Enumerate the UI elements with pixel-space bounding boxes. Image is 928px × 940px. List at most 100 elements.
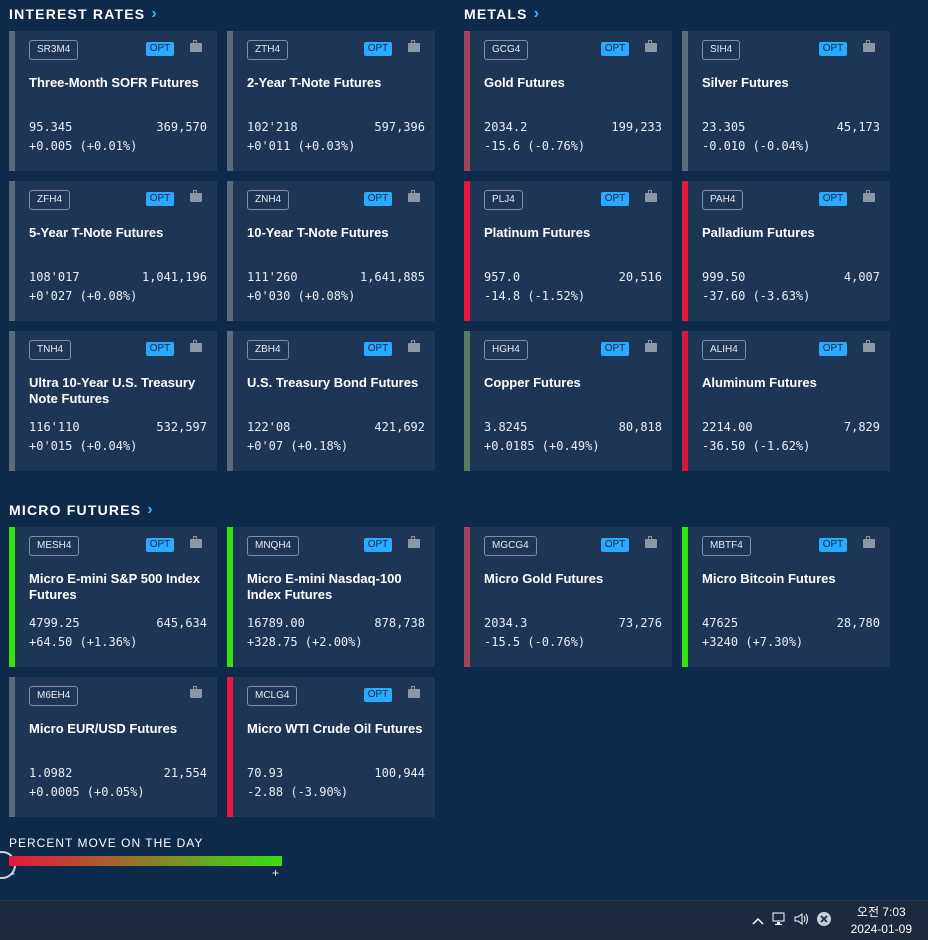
options-button[interactable]: OPT — [146, 42, 174, 56]
contract-name[interactable]: Palladium Futures — [702, 225, 815, 240]
futures-tile-mgcg4[interactable]: MGCG4 OPT Micro Gold Futures 2034.3 73,276 -1… — [464, 527, 672, 667]
briefcase-icon[interactable] — [190, 40, 202, 52]
symbol-badge[interactable]: PAH4 — [702, 190, 744, 210]
speaker-icon[interactable] — [794, 912, 810, 929]
chevron-up-icon[interactable] — [750, 913, 766, 928]
briefcase-icon[interactable] — [408, 40, 420, 52]
briefcase-icon[interactable] — [190, 190, 202, 202]
options-button[interactable]: OPT — [819, 42, 847, 56]
volume: 73,276 — [618, 616, 662, 630]
symbol-badge[interactable]: MBTF4 — [702, 536, 751, 556]
options-button[interactable]: OPT — [364, 42, 392, 56]
futures-tile-sih4[interactable]: SIH4 OPT Silver Futures 23.305 45,173 -0.010 … — [682, 31, 890, 171]
symbol-badge[interactable]: M6EH4 — [29, 686, 79, 706]
contract-name[interactable]: Micro WTI Crude Oil Futures — [247, 721, 423, 736]
options-button[interactable]: OPT — [146, 538, 174, 552]
options-button[interactable]: OPT — [364, 688, 392, 702]
contract-name[interactable]: 10-Year T-Note Futures — [247, 225, 389, 240]
futures-tile-znh4[interactable]: ZNH4 OPT 10-Year T-Note Futures 111'260 1,64… — [227, 181, 435, 321]
options-button[interactable]: OPT — [819, 538, 847, 552]
contract-name[interactable]: Three-Month SOFR Futures — [29, 75, 199, 90]
futures-tile-zbh4[interactable]: ZBH4 OPT U.S. Treasury Bond Futures 122'08 4… — [227, 331, 435, 471]
symbol-badge[interactable]: SIH4 — [702, 40, 741, 60]
futures-tile-zth4[interactable]: ZTH4 OPT 2-Year T-Note Futures 102'218 597,3… — [227, 31, 435, 171]
briefcase-icon[interactable] — [408, 536, 420, 548]
options-button[interactable]: OPT — [601, 538, 629, 552]
briefcase-icon[interactable] — [190, 686, 202, 698]
symbol-badge[interactable]: ZBH4 — [247, 340, 289, 360]
briefcase-icon[interactable] — [408, 190, 420, 202]
symbol-badge[interactable]: SR3M4 — [29, 40, 79, 60]
briefcase-icon[interactable] — [863, 190, 875, 202]
contract-name[interactable]: Aluminum Futures — [702, 375, 817, 390]
close-circle-icon[interactable] — [816, 911, 832, 930]
symbol-badge[interactable]: MGCG4 — [484, 536, 537, 556]
briefcase-icon[interactable] — [645, 40, 657, 52]
symbol-badge[interactable]: ALIH4 — [702, 340, 746, 360]
futures-tile-mclg4[interactable]: MCLG4 OPT Micro WTI Crude Oil Futures 70.93… — [227, 677, 435, 817]
briefcase-icon[interactable] — [645, 536, 657, 548]
options-button[interactable]: OPT — [601, 342, 629, 356]
symbol-badge[interactable]: PLJ4 — [484, 190, 523, 210]
contract-name[interactable]: Micro E-mini Nasdaq-100 Index Futures — [247, 571, 402, 602]
futures-tile-zfh4[interactable]: ZFH4 OPT 5-Year T-Note Futures 108'017 1,041… — [9, 181, 217, 321]
contract-name[interactable]: Silver Futures — [702, 75, 789, 90]
futures-tile-tnh4[interactable]: TNH4 OPT Ultra 10-Year U.S. Treasury Note … — [9, 331, 217, 471]
contract-name[interactable]: U.S. Treasury Bond Futures — [247, 375, 419, 390]
briefcase-icon[interactable] — [645, 340, 657, 352]
futures-tile-hgh4[interactable]: HGH4 OPT Copper Futures 3.8245 80,818 +0.0185… — [464, 331, 672, 471]
contract-name[interactable]: 2-Year T-Note Futures — [247, 75, 382, 90]
contract-name[interactable]: Platinum Futures — [484, 225, 591, 240]
futures-tile-plj4[interactable]: PLJ4 OPT Platinum Futures 957.0 20,516 -14.8 … — [464, 181, 672, 321]
futures-tile-pah4[interactable]: PAH4 OPT Palladium Futures 999.50 4,007 -37.6… — [682, 181, 890, 321]
briefcase-icon[interactable] — [863, 340, 875, 352]
futures-tile-m6eh4[interactable]: M6EH4 Micro EUR/USD Futures 1.0982 21,554 +0… — [9, 677, 217, 817]
contract-name[interactable]: Gold Futures — [484, 75, 565, 90]
futures-tile-gcg4[interactable]: GCG4 OPT Gold Futures 2034.2 199,233 -15.6 (-… — [464, 31, 672, 171]
section-title-micro-futures[interactable]: MICRO FUTURES › — [9, 501, 154, 519]
symbol-badge[interactable]: ZNH4 — [247, 190, 290, 210]
symbol-badge[interactable]: MCLG4 — [247, 686, 298, 706]
chevron-right-icon: › — [533, 5, 541, 22]
symbol-badge[interactable]: HGH4 — [484, 340, 528, 360]
futures-tile-alih4[interactable]: ALIH4 OPT Aluminum Futures 2214.00 7,829 -36.… — [682, 331, 890, 471]
briefcase-icon[interactable] — [645, 190, 657, 202]
options-button[interactable]: OPT — [364, 538, 392, 552]
symbol-badge[interactable]: ZFH4 — [29, 190, 70, 210]
section-title-interest-rates[interactable]: INTEREST RATES › — [9, 5, 158, 23]
symbol-badge[interactable]: ZTH4 — [247, 40, 288, 60]
futures-tile-mbtf4[interactable]: MBTF4 OPT Micro Bitcoin Futures 47625 28,780… — [682, 527, 890, 667]
futures-tile-mnqh4[interactable]: MNQH4 OPT Micro E-mini Nasdaq-100 Index Fu… — [227, 527, 435, 667]
options-button[interactable]: OPT — [364, 342, 392, 356]
contract-name[interactable]: 5-Year T-Note Futures — [29, 225, 164, 240]
options-button[interactable]: OPT — [364, 192, 392, 206]
options-button[interactable]: OPT — [601, 42, 629, 56]
volume: 199,233 — [611, 120, 662, 134]
briefcase-icon[interactable] — [190, 340, 202, 352]
options-button[interactable]: OPT — [146, 342, 174, 356]
options-button[interactable]: OPT — [819, 192, 847, 206]
briefcase-icon[interactable] — [408, 686, 420, 698]
briefcase-icon[interactable] — [190, 536, 202, 548]
network-icon[interactable] — [772, 912, 788, 929]
contract-name[interactable]: Micro Bitcoin Futures — [702, 571, 836, 586]
futures-tile-mesh4[interactable]: MESH4 OPT Micro E-mini S&P 500 Index Futur… — [9, 527, 217, 667]
futures-tile-sr3m4[interactable]: SR3M4 OPT Three-Month SOFR Futures 95.345 36… — [9, 31, 217, 171]
symbol-badge[interactable]: GCG4 — [484, 40, 529, 60]
contract-name[interactable]: Micro Gold Futures — [484, 571, 604, 586]
symbol-badge[interactable]: MNQH4 — [247, 536, 300, 556]
briefcase-icon[interactable] — [863, 40, 875, 52]
briefcase-icon[interactable] — [863, 536, 875, 548]
contract-name[interactable]: Micro EUR/USD Futures — [29, 721, 178, 736]
options-button[interactable]: OPT — [146, 192, 174, 206]
section-title-metals[interactable]: METALS › — [464, 5, 540, 23]
briefcase-icon[interactable] — [408, 340, 420, 352]
contract-name[interactable]: Copper Futures — [484, 375, 581, 390]
symbol-badge[interactable]: TNH4 — [29, 340, 72, 360]
options-button[interactable]: OPT — [601, 192, 629, 206]
contract-name[interactable]: Ultra 10-Year U.S. Treasury Note Futures — [29, 375, 196, 406]
taskbar-clock[interactable]: 오전 7:03 2024-01-09 — [851, 904, 912, 938]
contract-name[interactable]: Micro E-mini S&P 500 Index Futures — [29, 571, 200, 602]
symbol-badge[interactable]: MESH4 — [29, 536, 80, 556]
options-button[interactable]: OPT — [819, 342, 847, 356]
